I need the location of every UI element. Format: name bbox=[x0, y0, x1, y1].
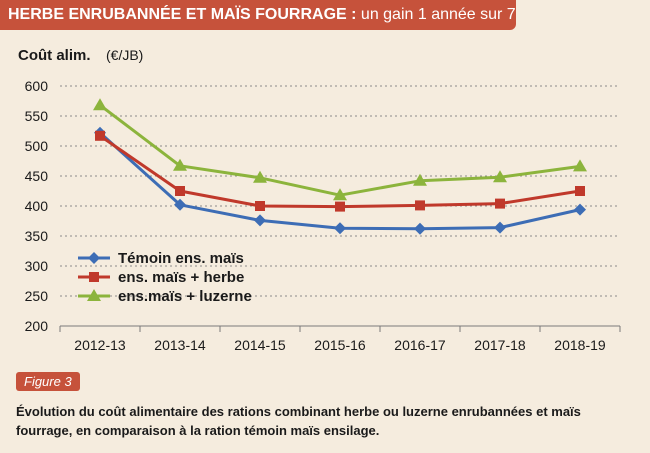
axes: 200 250 300 350 400 450 500 550 600 2012-13 2013-1… bbox=[25, 78, 621, 353]
line-chart: Coût alim. (€/JB) 200 250 300 350 400 450 500 5… bbox=[18, 47, 621, 353]
y-tick-label: 450 bbox=[25, 168, 49, 184]
legend-marker bbox=[87, 289, 101, 301]
legend: Témoin ens. maïs ens. maïs + herbe ens.maï… bbox=[78, 250, 252, 305]
legend-label: ens.maïs + luzerne bbox=[118, 288, 252, 305]
y-tick-label: 350 bbox=[25, 228, 49, 244]
data-point bbox=[493, 170, 507, 183]
data-point bbox=[254, 214, 266, 227]
y-tick-label: 500 bbox=[25, 138, 49, 154]
y-tick-label: 400 bbox=[25, 198, 49, 214]
legend-marker bbox=[89, 272, 99, 282]
series-line-3 bbox=[99, 104, 581, 197]
series-line-1 bbox=[98, 131, 581, 231]
legend-label: ens. maïs + herbe bbox=[118, 269, 244, 286]
data-point bbox=[173, 158, 187, 171]
y-tick-label: 200 bbox=[25, 318, 49, 334]
x-tick-label: 2013-14 bbox=[154, 337, 206, 353]
x-tick-label: 2015-16 bbox=[314, 337, 366, 353]
y-tick-label: 300 bbox=[25, 258, 49, 274]
data-point bbox=[573, 159, 587, 172]
legend-marker bbox=[88, 252, 100, 264]
y-tick-label: 550 bbox=[25, 108, 49, 124]
figure-tag: Figure 3 bbox=[16, 372, 80, 391]
data-point bbox=[255, 201, 265, 211]
data-point bbox=[415, 200, 425, 211]
y-axis-label-unit: (€/JB) bbox=[106, 47, 143, 63]
data-point bbox=[335, 201, 345, 212]
data-point bbox=[174, 198, 186, 211]
x-tick-label: 2012-13 bbox=[74, 337, 126, 353]
data-point bbox=[175, 186, 185, 196]
x-tick-label: 2016-17 bbox=[394, 337, 446, 353]
legend-label: Témoin ens. maïs bbox=[118, 250, 244, 267]
data-point bbox=[334, 222, 346, 235]
data-point bbox=[95, 130, 105, 141]
data-point bbox=[253, 170, 267, 183]
data-point bbox=[495, 198, 505, 209]
y-tick-label: 600 bbox=[25, 78, 49, 94]
x-tick-label: 2014-15 bbox=[234, 337, 286, 353]
series bbox=[93, 98, 587, 235]
page-title: HERBE ENRUBANNÉE ET MAÏS FOURRAGE : un g… bbox=[8, 6, 516, 24]
header-banner: HERBE ENRUBANNÉE ET MAÏS FOURRAGE : un g… bbox=[0, 0, 516, 30]
title-rest: un gain 1 année sur 7 bbox=[356, 6, 516, 23]
x-tick-label: 2018-19 bbox=[554, 337, 606, 353]
data-point bbox=[574, 203, 586, 216]
figure-caption: Évolution du coût alimentaire des ration… bbox=[16, 404, 581, 438]
y-axis-label-bold: Coût alim. bbox=[18, 47, 91, 64]
data-point bbox=[413, 173, 427, 186]
y-tick-label: 250 bbox=[25, 288, 49, 304]
data-point bbox=[575, 186, 585, 196]
x-tick-label: 2017-18 bbox=[474, 337, 526, 353]
data-point bbox=[93, 98, 107, 111]
data-point bbox=[333, 188, 347, 201]
data-point bbox=[414, 222, 426, 235]
title-bold: HERBE ENRUBANNÉE ET MAÏS FOURRAGE : bbox=[8, 6, 357, 23]
data-point bbox=[494, 221, 506, 234]
